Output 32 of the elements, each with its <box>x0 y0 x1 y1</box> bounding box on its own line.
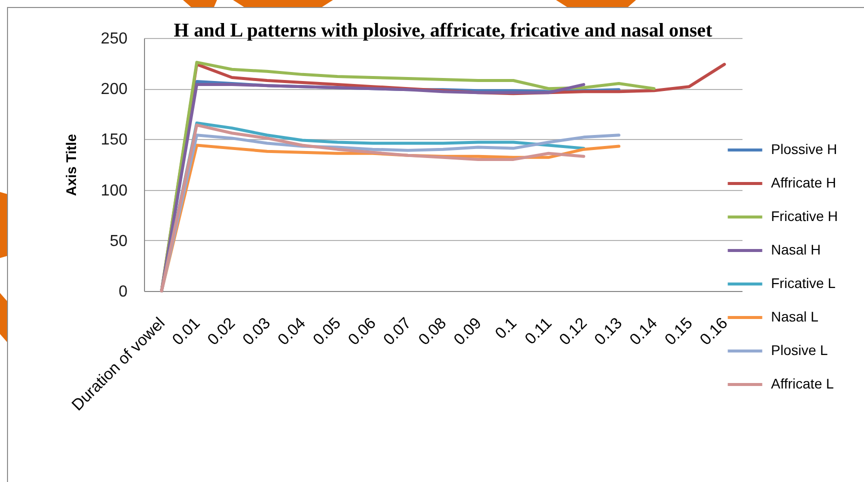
y-tick-label: 250 <box>100 30 128 48</box>
legend-label: Fricative H <box>771 208 838 224</box>
y-tick-label: 200 <box>100 81 128 98</box>
x-tick-label: 0.04 <box>275 314 310 349</box>
x-tick-label: 0.1 <box>492 314 520 343</box>
y-tick-label: 150 <box>100 132 128 149</box>
y-axis-title: Axis Title <box>62 134 79 196</box>
y-tick-label: 0 <box>118 284 128 300</box>
x-tick-label: 0.11 <box>522 314 556 348</box>
legend-label: Nasal L <box>771 308 819 324</box>
y-tick-label: 50 <box>110 232 128 250</box>
x-tick-label: 0.14 <box>626 314 661 349</box>
x-tick-label: 0.06 <box>345 314 380 349</box>
legend-label: Fricative L <box>771 275 836 291</box>
x-tick-label: 0.01 <box>170 314 204 349</box>
legend-label: Affricate H <box>771 174 836 190</box>
x-tick-label: 0.07 <box>380 314 415 349</box>
x-tick-label: 0.08 <box>416 314 450 349</box>
chart-title: H and L patterns with plosive, affricate, fricative and nasal onset <box>174 20 713 42</box>
x-tick-label: 0.13 <box>592 314 626 349</box>
legend-label: Affricate L <box>771 376 834 392</box>
legend-label: Plossive H <box>771 141 838 157</box>
x-tick-label: 0.15 <box>662 314 696 349</box>
x-tick-label: 0.12 <box>556 314 591 349</box>
legend-label: Plosive L <box>771 342 828 358</box>
x-tick-label: 0.09 <box>451 314 486 349</box>
x-tick-label: 0.05 <box>310 314 344 349</box>
y-tick-label: 100 <box>100 182 128 200</box>
x-tick-label: 0.02 <box>204 314 239 349</box>
legend-label: Nasal H <box>771 242 821 258</box>
x-tick-label: 0.16 <box>697 314 732 349</box>
x-tick-label: 0.03 <box>240 314 274 349</box>
